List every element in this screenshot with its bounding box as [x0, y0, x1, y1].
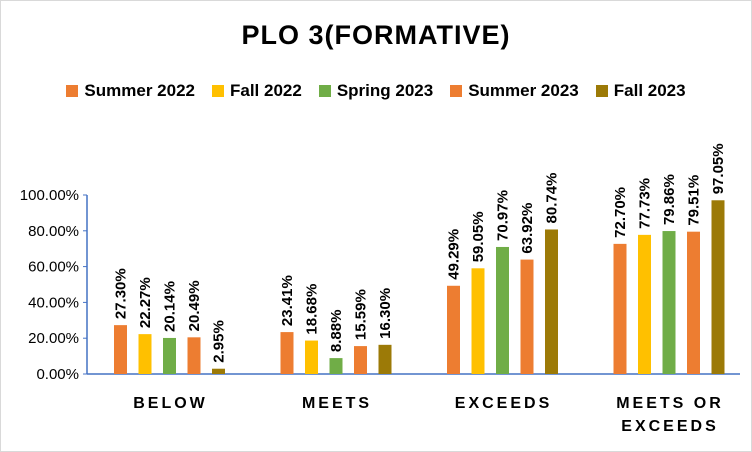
data-label: 23.41%	[279, 275, 296, 326]
data-label: 18.68%	[304, 284, 321, 335]
bar	[687, 231, 700, 374]
bar	[212, 368, 225, 374]
category-label: MEETS	[302, 395, 372, 412]
category-label: BELOW	[133, 395, 208, 412]
bar	[114, 325, 127, 374]
bar	[138, 334, 152, 374]
bar	[662, 231, 676, 374]
data-label: 2.95%	[211, 320, 228, 363]
bar	[545, 229, 558, 374]
legend-swatch	[318, 85, 331, 97]
data-label: 22.27%	[137, 277, 154, 328]
y-tick-label: 0.00%	[36, 366, 79, 383]
bar	[378, 344, 392, 374]
legend-swatch	[595, 85, 608, 97]
bar	[305, 340, 318, 374]
legend-swatch	[211, 85, 224, 97]
data-label: 63.92%	[519, 203, 536, 254]
bar	[638, 234, 651, 374]
data-label: 16.30%	[377, 288, 394, 339]
legend-item: Spring 2023	[318, 81, 434, 101]
bar	[613, 243, 627, 374]
legend-item: Summer 2023	[450, 81, 579, 101]
bar	[187, 337, 201, 374]
data-label: 97.05%	[710, 143, 727, 194]
data-label: 8.88%	[328, 310, 345, 353]
data-label: 59.05%	[470, 211, 487, 262]
data-label: 77.73%	[637, 178, 654, 229]
category-label: MEETS OR	[616, 395, 724, 412]
y-tick-label: 40.00%	[28, 294, 79, 311]
data-label: 79.51%	[686, 175, 703, 226]
legend-swatch	[450, 85, 463, 97]
data-label: 20.14%	[162, 281, 179, 332]
legend-label: Fall 2023	[613, 81, 686, 100]
legend-label: Fall 2022	[229, 81, 302, 100]
bar	[471, 268, 485, 374]
bar	[520, 259, 534, 374]
data-label: 49.29%	[446, 229, 463, 280]
data-label: 27.30%	[113, 268, 130, 319]
legend: Summer 2022 Fall 2022 Spring 2023 Summer 20…	[0, 78, 752, 104]
data-label: 72.70%	[612, 187, 629, 238]
bar	[711, 200, 725, 374]
bar	[496, 246, 509, 374]
data-label: 15.59%	[353, 289, 370, 340]
legend-label: Summer 2022	[84, 81, 195, 100]
bar	[447, 285, 460, 374]
data-label: 20.49%	[186, 280, 203, 331]
bar	[329, 358, 343, 374]
legend-item: Summer 2022	[66, 81, 195, 101]
y-tick-label: 80.00%	[28, 223, 79, 240]
legend-label: Summer 2023	[468, 81, 579, 100]
bar	[354, 346, 367, 374]
data-label: 80.74%	[544, 173, 561, 224]
chart-title: PLO 3(FORMATIVE)	[241, 20, 511, 50]
legend-item: Fall 2023	[595, 81, 686, 101]
y-tick-label: 60.00%	[28, 259, 79, 276]
y-tick-label: 20.00%	[28, 330, 79, 347]
category-label: EXCEEDS	[455, 395, 552, 412]
bar	[163, 337, 176, 374]
bar	[280, 332, 294, 374]
y-tick-label: 100.00%	[20, 187, 79, 204]
legend-swatch	[66, 85, 79, 97]
data-label: 70.97%	[495, 190, 512, 241]
data-label: 79.86%	[661, 174, 678, 225]
legend-label: Spring 2023	[336, 81, 434, 100]
legend-item: Fall 2022	[211, 81, 302, 101]
category-label: EXCEEDS	[621, 418, 718, 435]
